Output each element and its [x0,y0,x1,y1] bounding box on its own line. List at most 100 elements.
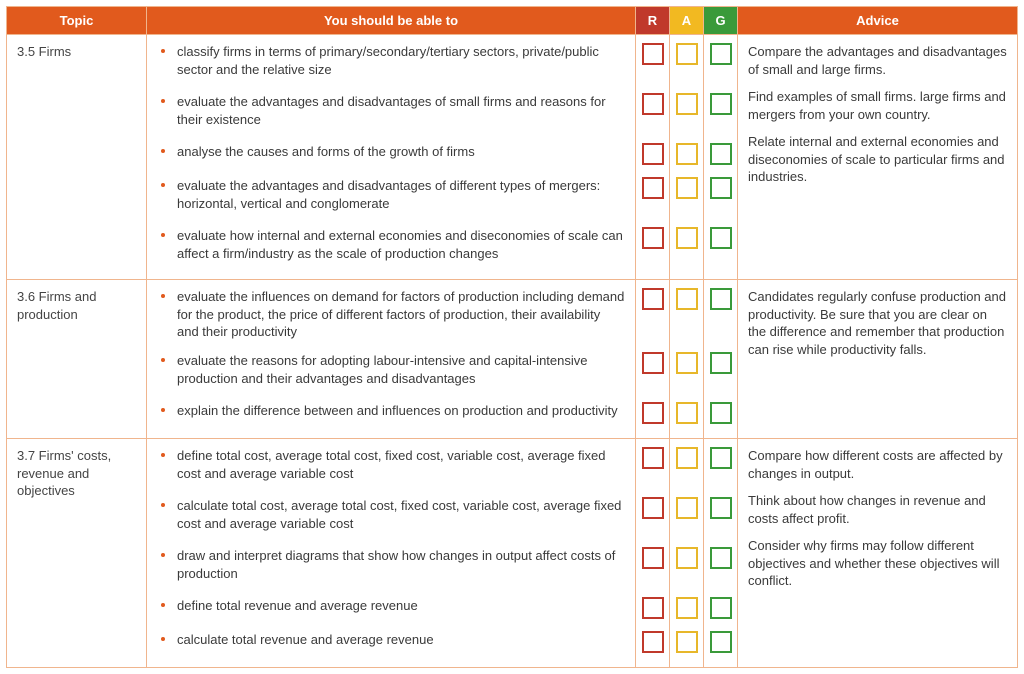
advice-cell: Compare the advantages and disadvantages… [738,35,1018,280]
bullet-icon [161,183,165,187]
objective-text: draw and interpret diagrams that show ho… [177,547,625,582]
objective-text: evaluate how internal and external econo… [177,227,625,262]
objectives-cell: evaluate the influences on demand for fa… [147,280,636,439]
objective-item: analyse the causes and forms of the grow… [157,143,625,171]
col-header-advice: Advice [738,7,1018,35]
rag-checkbox-r[interactable] [642,93,664,115]
rag-checkbox-r[interactable] [642,352,664,374]
bullet-icon [161,503,165,507]
rag-checkbox-g[interactable] [710,288,732,310]
advice-text: Think about how changes in revenue and c… [748,492,1007,527]
bullet-icon [161,637,165,641]
rag-checkbox-a[interactable] [676,93,698,115]
rag-checkbox-r[interactable] [642,597,664,619]
bullet-icon [161,233,165,237]
rag-checkbox-g[interactable] [710,143,732,165]
topic-cell: 3.6 Firms and production [7,280,147,439]
advice-text: Compare how different costs are affected… [748,447,1007,482]
rag-checkbox-r[interactable] [642,227,664,249]
rag-checkbox-a[interactable] [676,547,698,569]
advice-text: Compare the advantages and disadvantages… [748,43,1007,78]
rag-checkbox-r[interactable] [642,447,664,469]
advice-text: Consider why firms may follow different … [748,537,1007,590]
objective-item: classify firms in terms of primary/secon… [157,43,625,87]
rag-assessment-table: Topic You should be able to R A G Advice… [6,6,1018,668]
bullet-icon [161,358,165,362]
objective-item: evaluate the reasons for adopting labour… [157,352,625,396]
rag-checkbox-a[interactable] [676,402,698,424]
rag-checkbox-g[interactable] [710,227,732,249]
rag-checkbox-g[interactable] [710,43,732,65]
advice-text: Candidates regularly confuse production … [748,288,1007,358]
topic-cell: 3.7 Firms' costs, revenue and objectives [7,439,147,668]
objective-item: define total revenue and average revenue [157,597,625,625]
rag-checkbox-a[interactable] [676,177,698,199]
objective-item: calculate total cost, average total cost… [157,497,625,541]
rag-checkbox-g[interactable] [710,352,732,374]
rag-checkbox-a[interactable] [676,288,698,310]
objectives-cell: define total cost, average total cost, f… [147,439,636,668]
objective-text: evaluate the influences on demand for fa… [177,288,625,341]
objective-item: draw and interpret diagrams that show ho… [157,547,625,591]
rag-cell-r [636,280,670,439]
rag-cell-r [636,439,670,668]
rag-checkbox-g[interactable] [710,597,732,619]
rag-checkbox-g[interactable] [710,631,732,653]
bullet-icon [161,603,165,607]
rag-checkbox-r[interactable] [642,143,664,165]
objective-text: classify firms in terms of primary/secon… [177,43,625,78]
rag-checkbox-a[interactable] [676,352,698,374]
rag-checkbox-r[interactable] [642,497,664,519]
objective-text: evaluate the advantages and disadvantage… [177,177,625,212]
rag-checkbox-a[interactable] [676,227,698,249]
rag-checkbox-r[interactable] [642,631,664,653]
rag-cell-g [704,35,738,280]
rag-cell-a [670,35,704,280]
rag-checkbox-a[interactable] [676,631,698,653]
bullet-icon [161,149,165,153]
col-header-objectives: You should be able to [147,7,636,35]
rag-cell-g [704,439,738,668]
bullet-icon [161,99,165,103]
rag-checkbox-g[interactable] [710,547,732,569]
objective-item: evaluate how internal and external econo… [157,227,625,271]
bullet-icon [161,408,165,412]
objective-text: calculate total revenue and average reve… [177,631,434,649]
rag-cell-g [704,280,738,439]
rag-checkbox-r[interactable] [642,177,664,199]
rag-checkbox-g[interactable] [710,497,732,519]
objective-item: evaluate the advantages and disadvantage… [157,177,625,221]
rag-checkbox-g[interactable] [710,447,732,469]
objective-item: evaluate the advantages and disadvantage… [157,93,625,137]
advice-cell: Compare how different costs are affected… [738,439,1018,668]
objective-text: evaluate the reasons for adopting labour… [177,352,625,387]
col-header-a: A [670,7,704,35]
objective-text: evaluate the advantages and disadvantage… [177,93,625,128]
table-body: 3.5 Firms classify firms in terms of prim… [7,35,1018,668]
rag-checkbox-r[interactable] [642,547,664,569]
rag-checkbox-a[interactable] [676,43,698,65]
rag-checkbox-r[interactable] [642,43,664,65]
rag-checkbox-a[interactable] [676,143,698,165]
rag-checkbox-g[interactable] [710,93,732,115]
bullet-icon [161,294,165,298]
rag-checkbox-g[interactable] [710,402,732,424]
col-header-topic: Topic [7,7,147,35]
rag-checkbox-a[interactable] [676,497,698,519]
rag-checkbox-g[interactable] [710,177,732,199]
rag-checkbox-a[interactable] [676,597,698,619]
bullet-icon [161,553,165,557]
rag-checkbox-r[interactable] [642,402,664,424]
col-header-g: G [704,7,738,35]
table-header: Topic You should be able to R A G Advice [7,7,1018,35]
table-row: 3.5 Firms classify firms in terms of prim… [7,35,1018,280]
rag-cell-a [670,280,704,439]
objective-text: explain the difference between and influ… [177,402,618,420]
rag-checkbox-a[interactable] [676,447,698,469]
objectives-cell: classify firms in terms of primary/secon… [147,35,636,280]
topic-cell: 3.5 Firms [7,35,147,280]
objective-item: evaluate the influences on demand for fa… [157,288,625,346]
rag-checkbox-r[interactable] [642,288,664,310]
objective-text: define total cost, average total cost, f… [177,447,625,482]
table-row: 3.6 Firms and production evaluate the inf… [7,280,1018,439]
